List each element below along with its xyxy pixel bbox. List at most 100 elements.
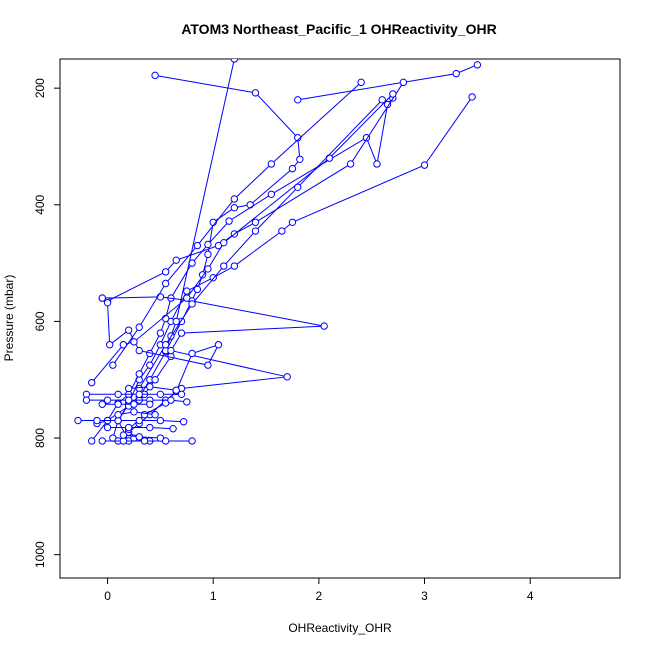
series-line-1 — [297, 64, 478, 101]
chart-title: ATOM3 Northeast_Pacific_1 OHReactivity_O… — [181, 21, 496, 37]
data-point — [230, 59, 239, 63]
data-point — [103, 396, 112, 404]
data-point — [124, 396, 133, 404]
x-axis-label: OHReactivity_OHR — [288, 621, 392, 635]
data-point — [267, 190, 276, 198]
data-point — [179, 418, 188, 426]
y-axis-label: Pressure (mbar) — [2, 275, 16, 362]
data-point — [188, 437, 196, 445]
x-tick-label: 1 — [210, 589, 217, 603]
data-point — [151, 376, 159, 384]
series-line-5 — [102, 296, 325, 442]
y-tick-label: 800 — [33, 428, 47, 448]
data-point — [230, 195, 239, 203]
data-point — [87, 437, 96, 445]
data-point — [151, 71, 159, 80]
series-line-15 — [107, 427, 174, 430]
x-axis: 0 1 2 3 4 — [104, 577, 534, 603]
data-point — [288, 164, 297, 173]
y-tick-label: 1000 — [33, 541, 47, 568]
data-point — [135, 390, 143, 399]
data-point — [167, 346, 175, 355]
data-point — [87, 378, 96, 387]
data-point — [98, 437, 106, 445]
series-line-10 — [138, 99, 383, 389]
y-tick-label: 400 — [33, 194, 47, 214]
data-point — [156, 416, 165, 425]
data-point — [172, 386, 180, 394]
series-line-6 — [107, 82, 404, 302]
data-point — [230, 262, 239, 270]
data-point — [172, 256, 180, 264]
data-point — [135, 370, 143, 378]
data-point — [146, 383, 154, 391]
data-point — [140, 437, 149, 445]
data-point — [420, 161, 429, 169]
data-point — [183, 294, 191, 302]
data-point — [98, 400, 106, 408]
x-tick-label: 2 — [316, 589, 323, 603]
data-point — [214, 341, 223, 349]
data-point — [151, 411, 159, 419]
data-point — [105, 341, 114, 349]
data-point — [296, 155, 304, 164]
data-point — [346, 160, 355, 168]
data-point — [98, 294, 106, 302]
data-point — [320, 322, 328, 330]
data-point — [172, 317, 180, 326]
data-point — [135, 323, 143, 331]
data-point — [146, 400, 154, 408]
data-point — [204, 250, 212, 259]
data-point — [130, 338, 138, 346]
data-point — [156, 434, 165, 442]
data-point — [177, 329, 186, 337]
data-point — [251, 89, 260, 97]
data-point — [389, 90, 397, 98]
data-point — [204, 361, 212, 369]
data-point — [135, 346, 143, 355]
series-line-2 — [112, 96, 473, 439]
data-point — [288, 218, 297, 226]
y-axis: 200 400 600 800 1000 — [33, 78, 61, 568]
series-line-0 — [117, 74, 301, 442]
data-point — [283, 373, 291, 381]
data-point — [114, 411, 122, 419]
data-point — [103, 299, 112, 307]
data-point — [294, 183, 302, 191]
x-tick-label: 3 — [421, 589, 428, 603]
series-line-8 — [91, 93, 394, 383]
data-point — [188, 300, 196, 308]
data-point — [114, 400, 122, 408]
data-point — [130, 408, 138, 416]
data-point — [251, 227, 260, 235]
data-point — [169, 425, 177, 433]
y-tick-label: 200 — [33, 78, 47, 98]
data-point — [220, 238, 228, 247]
series-layer — [74, 59, 482, 445]
data-point — [109, 361, 117, 369]
data-point — [220, 262, 228, 270]
data-point — [188, 349, 196, 358]
data-point — [399, 78, 408, 87]
data-point — [114, 390, 122, 399]
data-point — [225, 217, 233, 225]
data-point — [378, 96, 386, 104]
data-point — [294, 134, 302, 142]
data-point — [183, 398, 191, 406]
data-point — [161, 314, 170, 323]
data-point — [124, 423, 133, 432]
data-point — [103, 423, 112, 432]
data-point — [74, 416, 82, 425]
data-point — [251, 218, 260, 226]
data-point — [161, 341, 170, 349]
data-point — [193, 241, 202, 250]
data-point — [156, 390, 165, 399]
data-point — [452, 69, 460, 78]
data-point — [230, 204, 239, 212]
data-point — [204, 240, 212, 249]
data-point — [124, 326, 133, 334]
data-point — [357, 78, 365, 87]
data-point — [294, 96, 302, 104]
data-point — [135, 416, 143, 425]
data-point — [161, 279, 170, 288]
